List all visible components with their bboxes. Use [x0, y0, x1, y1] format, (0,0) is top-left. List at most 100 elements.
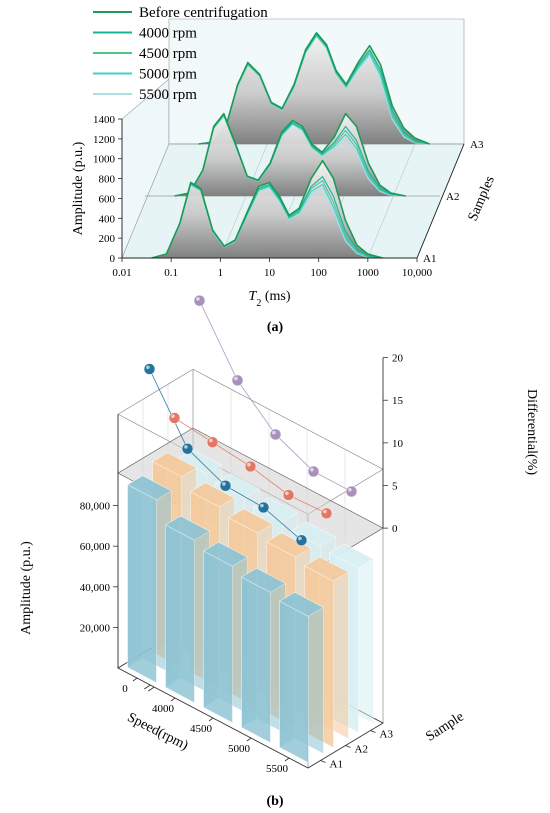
point-highlight [209, 438, 213, 443]
x-tick-label: 10,000 [402, 267, 433, 279]
sample-group-A2 [145, 112, 440, 197]
bar-side-face [190, 482, 206, 673]
point-highlight [260, 503, 264, 508]
speed-tick-label: 5500 [266, 763, 289, 775]
point-highlight [184, 445, 188, 449]
bar-top-face [189, 482, 236, 508]
speed-tick-mark [170, 697, 176, 702]
bar-front-face [165, 524, 195, 704]
speed-tick-mark [132, 677, 138, 682]
x-tick-label: 10 [264, 267, 276, 279]
z-tick-label: A1 [423, 253, 436, 265]
y-tick-label: 1400 [93, 114, 116, 126]
differential-point [219, 480, 232, 492]
bar-top-face [252, 497, 299, 523]
bar-side-face [165, 515, 181, 688]
frame-edge [307, 468, 384, 515]
curve-A1-1 [151, 176, 383, 259]
bar-front-face [266, 541, 296, 729]
bar-side-face [304, 556, 320, 733]
bar-top-face [265, 532, 312, 558]
y-tick-label: 800 [99, 174, 116, 186]
bar-top-face [328, 543, 375, 569]
bar-front-face [329, 552, 359, 734]
x-axis-label-unit: (ms) [261, 289, 291, 304]
bar-front-face [241, 576, 271, 744]
legend-label: Before centrifugation [139, 5, 268, 21]
x-tick-label: 1000 [357, 267, 380, 279]
speed-tick-label: 4000 [152, 703, 175, 715]
differential-tick-label: 10 [392, 438, 404, 450]
panel-label-b: (b) [266, 794, 283, 809]
bar-side-face [228, 508, 244, 693]
y-tick-label: 200 [99, 233, 116, 245]
bar-back-face [167, 452, 197, 660]
speed-tick-mark [246, 737, 252, 742]
point-highlight [298, 536, 302, 541]
differential-axis-label: Differential(%) [524, 389, 539, 475]
bar-back-face [344, 543, 374, 725]
bar-back-face [192, 449, 222, 645]
differential-point [282, 489, 295, 501]
point-highlight [285, 491, 289, 496]
differential-point [345, 485, 358, 498]
x-axis-label-italic: T [249, 289, 258, 304]
point-highlight [323, 509, 327, 514]
frame-edge [192, 368, 384, 470]
differential-tick-label: 20 [392, 353, 404, 365]
point-highlight [272, 430, 276, 435]
differential-line [174, 417, 327, 514]
bar-back-face [256, 567, 286, 735]
speed-axis-label: Speed(rpm) [125, 710, 191, 754]
point-highlight [171, 414, 175, 418]
y-tick-label: 1000 [93, 154, 116, 166]
legend-label: 4500 rpm [139, 46, 197, 62]
amplitude-tick-label: 40,000 [80, 582, 111, 594]
sample-tick-label: A3 [380, 729, 394, 741]
bar-top-face [202, 541, 249, 567]
point-highlight [146, 365, 150, 370]
differential-point [244, 460, 257, 473]
amplitude-axis-label: Amplitude (p.u.) [19, 541, 34, 635]
bar-back-face [306, 521, 336, 705]
bar-front-face [127, 484, 157, 684]
bar-top-face [214, 473, 261, 499]
differential-line [149, 368, 302, 541]
differential-point [231, 374, 244, 387]
differential-point [307, 465, 320, 478]
y-axis-label: Amplitude (p.u.) [71, 141, 86, 235]
differential-point [269, 428, 282, 441]
sample-tick-mark [370, 730, 376, 733]
bar-side-face [329, 543, 345, 718]
speed-tick-label: 5000 [228, 743, 251, 755]
curve-A1-0 [151, 159, 383, 259]
frame-edge [117, 413, 309, 515]
bar-side-face [241, 567, 257, 728]
x-axis-label: T2 (ms) [249, 289, 291, 309]
speed-tick-mark [208, 717, 214, 722]
bar-back-face [281, 532, 311, 720]
bar-side-face [279, 591, 295, 748]
bar-side-face [253, 497, 269, 678]
y-tick-label: 600 [99, 193, 116, 205]
frame-edge [117, 368, 194, 415]
speed-tick-mark [284, 757, 290, 762]
bar-back-face [230, 473, 260, 665]
bar-top-face [164, 515, 211, 541]
bar-back-face [218, 541, 248, 715]
point-highlight [234, 376, 238, 381]
differential-point [206, 436, 219, 449]
z-tick-label: A3 [470, 139, 484, 151]
differential-point [143, 363, 156, 375]
bar-front-face [190, 491, 220, 689]
bar-back-face [294, 591, 324, 755]
bar-side-face [215, 473, 231, 658]
floor-gridline [220, 143, 268, 259]
point-highlight [310, 467, 314, 472]
bar-side-face [177, 449, 193, 638]
point-highlight [348, 487, 352, 492]
y-tick-label: 400 [99, 213, 116, 225]
bar-back-face [243, 508, 273, 700]
speed-tick-label: 0 [122, 683, 128, 695]
